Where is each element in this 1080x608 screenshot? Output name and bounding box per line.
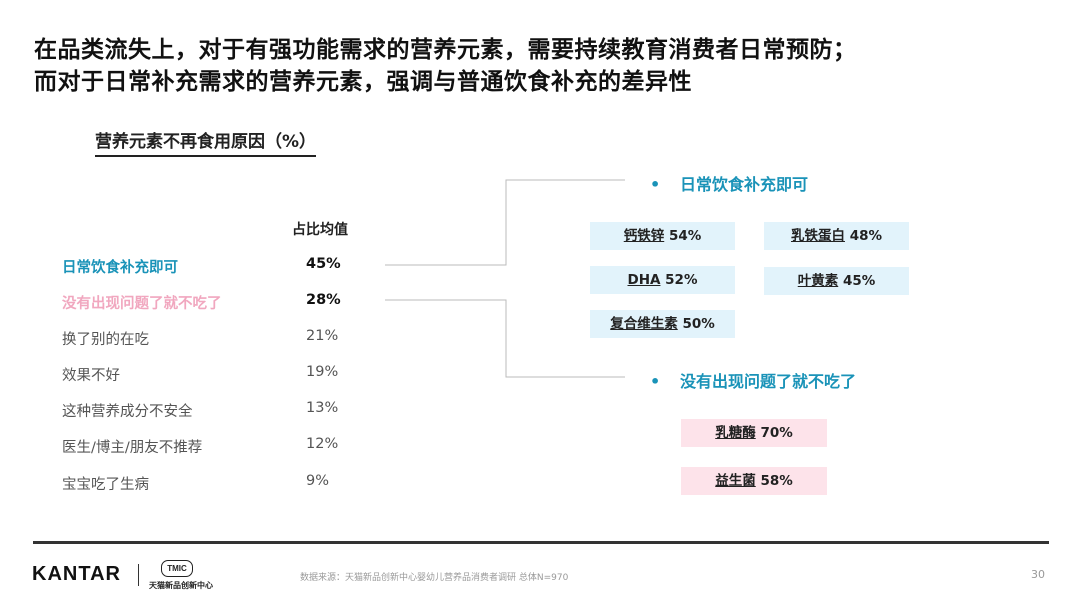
nutrient-name: 复合维生素 — [610, 316, 678, 332]
nutrient-value: 70% — [760, 425, 793, 441]
reason-label-7: 宝宝吃了生病 — [62, 477, 149, 493]
nutrient-name: 叶黄素 — [797, 273, 839, 289]
column-header: 占比均值 — [292, 222, 348, 238]
nutrient-value: 52% — [665, 272, 698, 288]
bullet-icon: • — [650, 372, 661, 391]
nutrient-value: 50% — [682, 316, 715, 332]
chart-subtitle: 营养元素不再食用原因（%） — [95, 127, 317, 157]
logo-separator — [138, 564, 139, 586]
reason-label-1: 日常饮食补充即可 — [62, 260, 178, 276]
reason-value-6: 12% — [306, 436, 339, 452]
reason-value-7: 9% — [306, 473, 330, 489]
reason-value-4: 19% — [306, 364, 339, 380]
footer-divider — [33, 541, 1049, 544]
bullet-icon: • — [650, 175, 661, 194]
section-daily-heading: • 日常饮食补充即可 — [650, 171, 808, 195]
tmic-logo: TMIC — [161, 560, 193, 577]
connector-noproblem — [385, 299, 625, 378]
reason-label-5: 这种营养成分不安全 — [62, 404, 193, 420]
reason-label-2: 没有出现问题了就不吃了 — [62, 296, 222, 312]
nutrient-name: DHA — [627, 272, 661, 288]
section-noproblem-label: 没有出现问题了就不吃了 — [680, 372, 857, 391]
nutrient-tag: 乳糖酶 70% — [681, 419, 827, 447]
section-daily-label: 日常饮食补充即可 — [680, 175, 809, 194]
nutrient-name: 乳糖酶 — [715, 425, 756, 441]
nutrient-name: 益生菌 — [715, 473, 756, 489]
title-line-2: 而对于日常补充需求的营养元素，强调与普通饮食补充的差异性 — [34, 69, 692, 95]
nutrient-tag: DHA 52% — [590, 266, 735, 294]
page-number: 30 — [1031, 568, 1045, 581]
nutrient-name: 乳铁蛋白 — [790, 228, 845, 244]
kantar-logo: KANTAR — [32, 563, 121, 585]
reason-label-6: 医生/博主/朋友不推荐 — [62, 440, 203, 456]
nutrient-value: 45% — [842, 273, 876, 289]
nutrient-value: 58% — [760, 473, 793, 489]
title-line-1: 在品类流失上，对于有强功能需求的营养元素，需要持续教育消费者日常预防； — [34, 37, 857, 63]
reason-label-4: 效果不好 — [62, 368, 120, 384]
nutrient-tag: 钙铁锌 54% — [590, 222, 735, 250]
nutrient-value: 54% — [668, 228, 702, 244]
nutrient-value: 48% — [849, 228, 883, 244]
nutrient-tag: 乳铁蛋白 48% — [764, 222, 909, 250]
reason-value-3: 21% — [306, 328, 339, 344]
nutrient-tag: 复合维生素 50% — [590, 310, 735, 338]
reason-value-1: 45% — [306, 256, 341, 272]
nutrient-tag: 益生菌 58% — [681, 467, 827, 495]
tmic-name: 天猫新品创新中心 — [149, 581, 213, 590]
data-source-note: 数据来源：天猫新品创新中心婴幼儿营养品消费者调研 总体N=970 — [300, 573, 569, 583]
nutrient-tag: 叶黄素 45% — [764, 267, 909, 295]
connector-daily — [385, 179, 625, 266]
nutrient-name: 钙铁锌 — [623, 228, 665, 244]
page-title: 在品类流失上，对于有强功能需求的营养元素，需要持续教育消费者日常预防； 而对于日… — [34, 34, 857, 98]
reason-value-5: 13% — [306, 400, 339, 416]
reason-value-2: 28% — [306, 292, 341, 308]
reason-label-3: 换了别的在吃 — [62, 332, 149, 348]
section-noproblem-heading: • 没有出现问题了就不吃了 — [650, 368, 856, 392]
